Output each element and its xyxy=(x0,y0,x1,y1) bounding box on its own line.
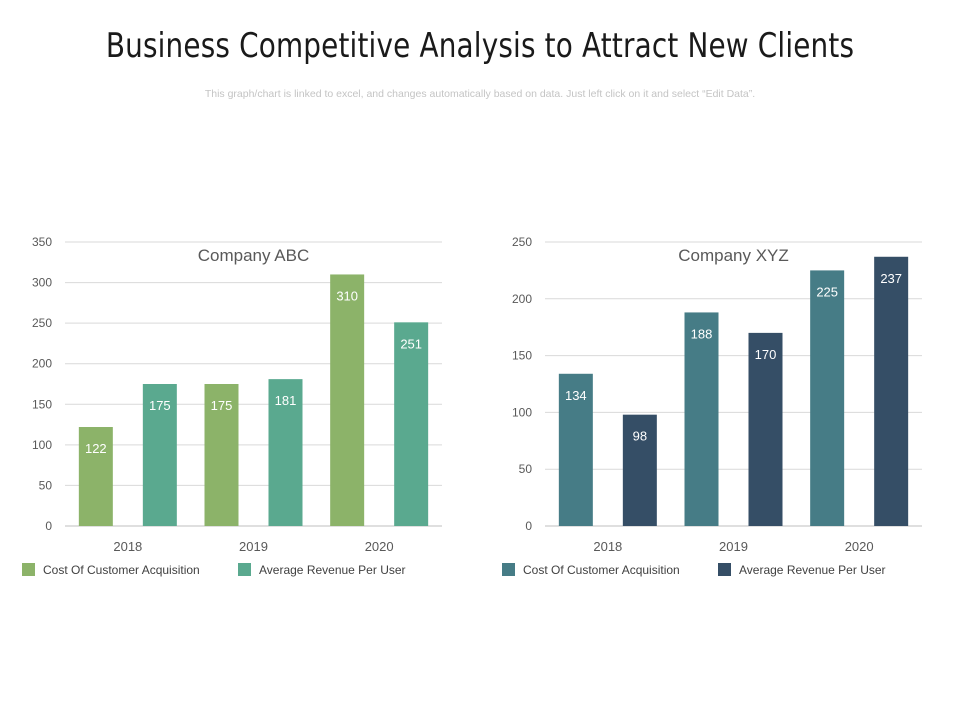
x-tick-label: 2019 xyxy=(719,539,748,554)
data-label: 175 xyxy=(149,398,171,413)
y-tick-label: 300 xyxy=(32,276,52,290)
y-tick-label: 50 xyxy=(519,462,533,476)
legend-label-average-revenue-per-user: Average Revenue Per User xyxy=(259,563,406,577)
data-label: 310 xyxy=(336,288,358,303)
bar-average-revenue-per-user-2018[interactable] xyxy=(142,384,177,526)
x-tick-label: 2020 xyxy=(845,539,874,554)
bar-cost-of-customer-acquisition-2019[interactable] xyxy=(684,312,719,526)
page-subtitle: This graph/chart is linked to excel, and… xyxy=(204,88,756,100)
data-label: 188 xyxy=(691,326,713,341)
legend-swatch-cost-of-customer-acquisition xyxy=(22,563,35,576)
y-tick-label: 0 xyxy=(45,519,52,533)
bar-average-revenue-per-user-2018[interactable] xyxy=(622,414,657,526)
legend-swatch-average-revenue-per-user xyxy=(718,563,731,576)
legend-swatch-cost-of-customer-acquisition xyxy=(502,563,515,576)
bar-cost-of-customer-acquisition-2019[interactable] xyxy=(204,384,239,526)
y-tick-label: 200 xyxy=(32,357,52,371)
bar-average-revenue-per-user-2020[interactable] xyxy=(394,322,429,526)
data-label: 170 xyxy=(755,347,777,362)
page-title: Business Competitive Analysis to Attract… xyxy=(105,26,855,66)
bar-average-revenue-per-user-2019[interactable] xyxy=(268,379,303,526)
bar-cost-of-customer-acquisition-2018[interactable] xyxy=(78,427,113,526)
legend-label-cost-of-customer-acquisition: Cost Of Customer Acquisition xyxy=(43,563,200,577)
x-tick-label: 2019 xyxy=(239,539,268,554)
chart-company-xyz[interactable]: 0 50 100 150 200 250 Company XYZ 134 98 2018 188 17… xyxy=(500,220,940,590)
data-label: 175 xyxy=(211,398,233,413)
legend-swatch-average-revenue-per-user xyxy=(238,563,251,576)
data-label: 225 xyxy=(816,284,838,299)
data-label: 251 xyxy=(400,336,422,351)
y-tick-label: 350 xyxy=(32,235,52,249)
data-label: 122 xyxy=(85,441,107,456)
chart-company-abc[interactable]: 0 50 100 150 200 250 300 350 Company ABC 122 175 20… xyxy=(20,220,460,590)
bar-cost-of-customer-acquisition-2020[interactable] xyxy=(810,270,845,526)
y-tick-label: 250 xyxy=(512,235,532,249)
x-tick-label: 2018 xyxy=(593,539,622,554)
y-tick-label: 250 xyxy=(32,316,52,330)
y-tick-label: 50 xyxy=(39,478,53,492)
data-label: 98 xyxy=(633,429,647,444)
data-label: 181 xyxy=(275,393,297,408)
y-tick-label: 200 xyxy=(512,292,532,306)
y-tick-label: 100 xyxy=(32,438,52,452)
legend-label-cost-of-customer-acquisition: Cost Of Customer Acquisition xyxy=(523,563,680,577)
bar-average-revenue-per-user-2020[interactable] xyxy=(874,256,909,526)
chart-title: Company XYZ xyxy=(678,246,789,265)
y-tick-label: 0 xyxy=(525,519,532,533)
y-tick-label: 150 xyxy=(32,397,52,411)
y-tick-label: 150 xyxy=(512,349,532,363)
bar-average-revenue-per-user-2019[interactable] xyxy=(748,332,783,526)
x-tick-label: 2020 xyxy=(365,539,394,554)
legend-label-average-revenue-per-user: Average Revenue Per User xyxy=(739,563,886,577)
bar-cost-of-customer-acquisition-2018[interactable] xyxy=(558,373,593,526)
y-tick-label: 100 xyxy=(512,405,532,419)
data-label: 237 xyxy=(880,271,902,286)
bar-cost-of-customer-acquisition-2020[interactable] xyxy=(330,274,365,526)
chart-title: Company ABC xyxy=(198,246,310,265)
data-label: 134 xyxy=(565,388,587,403)
x-tick-label: 2018 xyxy=(113,539,142,554)
